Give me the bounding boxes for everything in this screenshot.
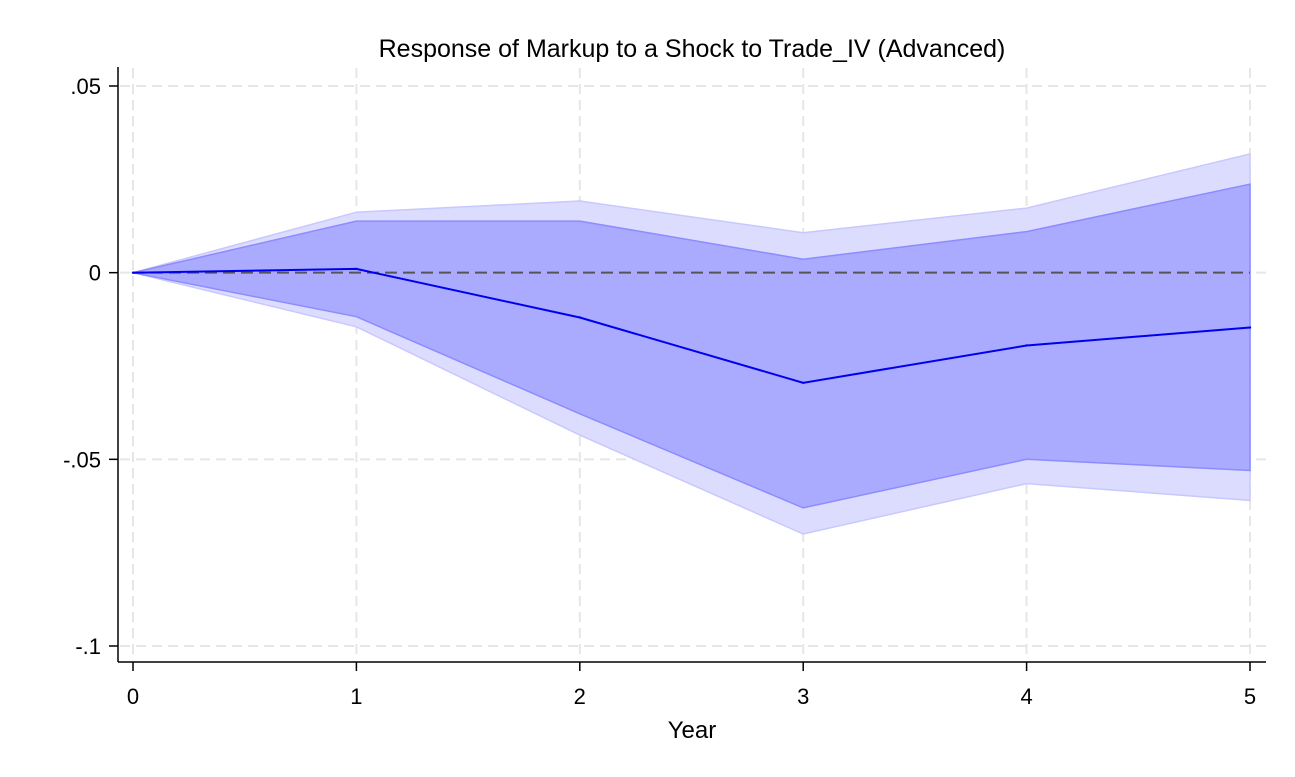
response-line — [132, 267, 1251, 384]
chart-title: Response of Markup to a Shock to Trade_I… — [379, 35, 1006, 63]
response-point — [355, 267, 358, 271]
x-tick-label: 3 — [797, 684, 809, 709]
x-tick-label: 4 — [1020, 684, 1032, 709]
y-tick-label: .05 — [70, 74, 101, 99]
response-point — [131, 271, 135, 274]
y-tick-label: -.05 — [63, 447, 101, 472]
y-tick-label: 0 — [89, 261, 101, 286]
x-axis-title: Year — [668, 717, 717, 744]
confidence-bands — [132, 152, 1251, 535]
x-tick-label: 5 — [1244, 684, 1256, 709]
response-point — [578, 316, 581, 319]
tick-labels: .05 0 -.05 -.1 0 1 2 3 4 5 — [63, 74, 1256, 709]
x-tick-label: 0 — [127, 684, 139, 709]
x-tick-label: 2 — [574, 684, 586, 709]
y-tick-label: -.1 — [75, 634, 101, 659]
x-tick-label: 1 — [350, 684, 362, 709]
response-point — [802, 381, 805, 384]
series-layer — [131, 267, 1252, 384]
axes — [117, 67, 1266, 663]
response-point — [1025, 344, 1028, 347]
response-point — [1248, 326, 1252, 329]
